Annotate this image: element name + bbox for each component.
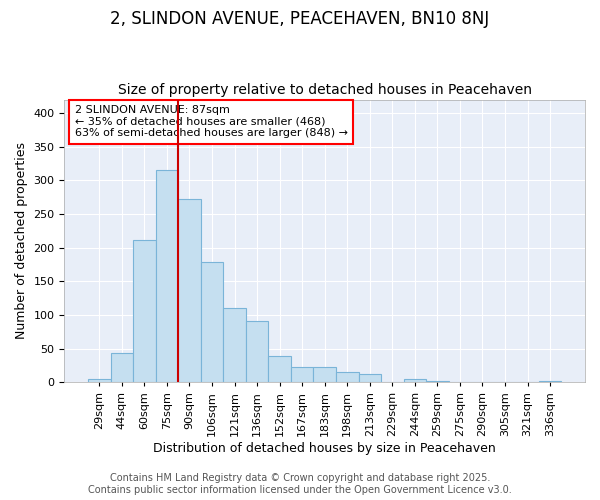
Y-axis label: Number of detached properties: Number of detached properties [15, 142, 28, 340]
Bar [426, 381, 449, 382]
X-axis label: Distribution of detached houses by size in Peacehaven: Distribution of detached houses by size … [154, 442, 496, 455]
Bar [110, 354, 133, 382]
Text: 2 SLINDON AVENUE: 87sqm
← 35% of detached houses are smaller (468)
63% of semi-d: 2 SLINDON AVENUE: 87sqm ← 35% of detache… [75, 105, 348, 138]
Bar [359, 374, 381, 382]
Bar [223, 308, 246, 382]
Bar [178, 199, 201, 382]
Bar [133, 240, 155, 382]
Bar [291, 368, 313, 382]
Bar [336, 372, 359, 382]
Bar [539, 381, 562, 382]
Bar [88, 379, 110, 382]
Text: Contains HM Land Registry data © Crown copyright and database right 2025.
Contai: Contains HM Land Registry data © Crown c… [88, 474, 512, 495]
Bar [268, 356, 291, 382]
Text: 2, SLINDON AVENUE, PEACEHAVEN, BN10 8NJ: 2, SLINDON AVENUE, PEACEHAVEN, BN10 8NJ [110, 10, 490, 28]
Bar [246, 321, 268, 382]
Bar [155, 170, 178, 382]
Bar [313, 367, 336, 382]
Title: Size of property relative to detached houses in Peacehaven: Size of property relative to detached ho… [118, 83, 532, 97]
Bar [201, 262, 223, 382]
Bar [404, 379, 426, 382]
